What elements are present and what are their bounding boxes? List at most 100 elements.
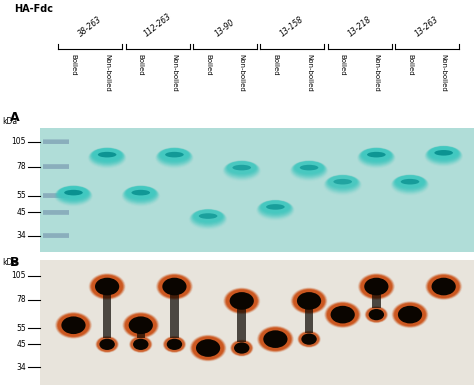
Text: 34: 34 <box>16 362 26 372</box>
Ellipse shape <box>164 337 185 352</box>
Ellipse shape <box>157 148 191 165</box>
Ellipse shape <box>361 275 392 298</box>
Ellipse shape <box>291 288 327 314</box>
Ellipse shape <box>300 165 319 170</box>
Ellipse shape <box>357 147 395 168</box>
Bar <box>43 194 69 197</box>
Ellipse shape <box>97 337 117 352</box>
Text: 55: 55 <box>16 191 26 200</box>
Ellipse shape <box>301 334 317 345</box>
Text: kDa: kDa <box>2 258 17 267</box>
Bar <box>43 234 69 237</box>
Ellipse shape <box>156 273 193 300</box>
Ellipse shape <box>290 160 328 180</box>
Ellipse shape <box>91 275 123 298</box>
Ellipse shape <box>328 175 357 188</box>
Text: Non-boiled: Non-boiled <box>239 54 245 92</box>
Ellipse shape <box>230 340 254 357</box>
Ellipse shape <box>56 186 91 203</box>
Ellipse shape <box>425 273 462 300</box>
Bar <box>43 164 69 169</box>
Ellipse shape <box>157 274 191 299</box>
Ellipse shape <box>358 273 395 300</box>
Ellipse shape <box>89 147 125 166</box>
Ellipse shape <box>396 175 424 188</box>
Ellipse shape <box>59 186 88 199</box>
Ellipse shape <box>226 161 257 176</box>
Ellipse shape <box>326 175 360 192</box>
Bar <box>43 139 69 144</box>
Ellipse shape <box>127 186 155 199</box>
Ellipse shape <box>392 175 428 193</box>
Ellipse shape <box>64 190 83 196</box>
Ellipse shape <box>131 190 150 196</box>
Ellipse shape <box>121 185 160 206</box>
Ellipse shape <box>426 146 462 165</box>
Ellipse shape <box>393 302 427 327</box>
Text: 13-263: 13-263 <box>413 15 440 38</box>
Bar <box>372 293 381 308</box>
Ellipse shape <box>95 278 119 295</box>
Ellipse shape <box>431 278 456 295</box>
Ellipse shape <box>392 175 428 194</box>
Bar <box>43 140 69 144</box>
Ellipse shape <box>55 185 92 206</box>
Ellipse shape <box>192 336 224 360</box>
Ellipse shape <box>401 179 419 184</box>
Ellipse shape <box>358 274 394 300</box>
Ellipse shape <box>392 301 428 328</box>
Ellipse shape <box>291 288 328 315</box>
Ellipse shape <box>191 209 225 226</box>
Bar <box>43 194 69 197</box>
Ellipse shape <box>326 303 359 327</box>
Bar <box>43 194 69 197</box>
Ellipse shape <box>325 301 361 328</box>
Ellipse shape <box>361 148 392 162</box>
Ellipse shape <box>292 289 326 313</box>
Ellipse shape <box>393 175 427 192</box>
Ellipse shape <box>257 200 293 219</box>
Ellipse shape <box>56 313 91 338</box>
Bar <box>43 140 69 143</box>
Ellipse shape <box>91 148 123 164</box>
Ellipse shape <box>427 275 460 298</box>
Bar <box>43 164 69 169</box>
Bar <box>43 210 69 214</box>
Ellipse shape <box>190 334 227 362</box>
Ellipse shape <box>225 288 259 314</box>
Ellipse shape <box>293 161 325 176</box>
Ellipse shape <box>88 147 126 168</box>
Text: 112-263: 112-263 <box>142 12 173 38</box>
Ellipse shape <box>326 302 360 327</box>
Ellipse shape <box>124 313 157 337</box>
Ellipse shape <box>260 201 291 215</box>
Ellipse shape <box>55 185 91 204</box>
Ellipse shape <box>57 313 90 337</box>
Ellipse shape <box>55 312 91 338</box>
Ellipse shape <box>299 331 319 347</box>
Ellipse shape <box>228 161 256 174</box>
Ellipse shape <box>96 336 118 352</box>
Text: Boiled: Boiled <box>205 54 211 75</box>
Ellipse shape <box>164 337 184 352</box>
Ellipse shape <box>189 209 227 229</box>
Bar <box>43 165 69 168</box>
Ellipse shape <box>193 210 223 223</box>
Ellipse shape <box>391 175 429 195</box>
Ellipse shape <box>366 307 386 322</box>
Ellipse shape <box>225 161 259 178</box>
Ellipse shape <box>89 274 125 300</box>
Ellipse shape <box>122 312 159 339</box>
Ellipse shape <box>257 326 293 352</box>
Ellipse shape <box>297 292 321 310</box>
Text: Boiled: Boiled <box>71 54 76 75</box>
Ellipse shape <box>427 146 461 163</box>
Ellipse shape <box>260 201 291 214</box>
Ellipse shape <box>55 312 92 339</box>
Ellipse shape <box>298 331 320 348</box>
Text: 13-90: 13-90 <box>213 17 237 38</box>
Ellipse shape <box>125 186 156 201</box>
Ellipse shape <box>327 175 358 190</box>
Ellipse shape <box>130 336 152 352</box>
Text: HA-Fdc: HA-Fdc <box>14 4 53 14</box>
